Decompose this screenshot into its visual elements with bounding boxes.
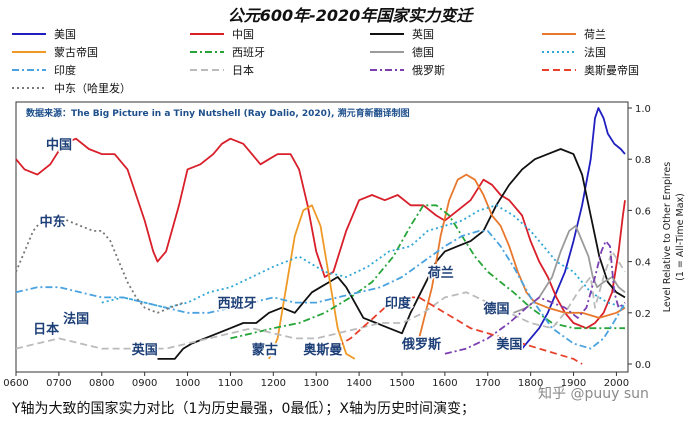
series-annotation: 法国	[63, 311, 89, 327]
x-tick-label: 0900	[132, 378, 157, 389]
series-line-中国	[15, 137, 626, 330]
legend-label: 奥斯曼帝国	[584, 63, 639, 77]
series-annotation: 印度	[385, 296, 412, 312]
y-tick-label: 0.2	[635, 309, 651, 320]
legend-label: 日本	[232, 63, 254, 77]
x-tick-label: 1600	[432, 378, 457, 389]
x-tick-label: 1500	[389, 378, 414, 389]
y-axis-label: Level Relative to Other Empires	[662, 162, 673, 312]
series-line-德国	[513, 224, 626, 314]
x-tick-label: 1100	[218, 378, 243, 389]
series-annotation: 荷兰	[427, 265, 454, 281]
x-tick-label: 2000	[604, 378, 629, 389]
footer-note: Y轴为大致的国家实力对比（1为历史最强，0最低）；X轴为历史时间演变；	[12, 401, 475, 417]
x-tick-label: 1400	[346, 378, 371, 389]
series-line-英国	[157, 148, 626, 360]
series-line-美国	[521, 107, 626, 350]
legend-label: 蒙古帝国	[54, 45, 98, 59]
series-annotation: 西班牙	[218, 296, 257, 312]
y-tick-label: 0.0	[635, 360, 651, 371]
series-line-奥斯曼帝国	[315, 296, 583, 365]
x-tick-label: 1700	[475, 378, 500, 389]
series-annotation: 蒙古	[252, 342, 278, 358]
legend-label: 中国	[232, 28, 254, 41]
x-tick-label: 0700	[46, 378, 71, 389]
series-annotation: 中国	[46, 137, 72, 153]
series-line-西班牙	[230, 204, 625, 340]
series-line-蒙古帝国	[268, 204, 356, 360]
y-tick-label: 0.4	[635, 258, 651, 269]
x-tick-label: 1800	[518, 378, 543, 389]
series-line-中东哈里发	[15, 214, 184, 314]
y-axis-label-2: (1 = All-Time Max)	[675, 193, 686, 281]
series-annotation: 奥斯曼	[303, 342, 342, 358]
x-tick-label: 1200	[261, 378, 286, 389]
watermark: 知乎 @puuy sun	[538, 386, 649, 402]
series-line-法国	[101, 204, 626, 309]
series-annotation: 英国	[131, 342, 158, 358]
series-annotation: 美国	[496, 337, 522, 353]
series-annotation: 日本	[33, 321, 59, 337]
y-tick-label: 1.0	[635, 104, 651, 115]
x-tick-label: 1300	[303, 378, 328, 389]
y-tick-label: 0.8	[635, 155, 651, 166]
legend-label: 德国	[412, 45, 434, 59]
legend-label: 美国	[54, 28, 76, 41]
legend-label: 西班牙	[232, 46, 265, 59]
source-note: 数据来源：The Big Picture in a Tiny Nutshell …	[26, 107, 410, 119]
legend-label: 印度	[54, 63, 76, 77]
series-annotation: 中东	[40, 214, 66, 230]
series-line-荷兰	[418, 173, 626, 339]
series-annotation: 俄罗斯	[401, 337, 441, 353]
series-line-印度	[15, 230, 626, 350]
x-tick-label: 0800	[89, 378, 114, 389]
legend-label: 法国	[584, 45, 606, 59]
legend-label: 荷兰	[584, 28, 606, 41]
chart-title: 公元600年-2020年国家实力变迁	[227, 6, 473, 25]
y-tick-label: 0.6	[635, 206, 651, 217]
series-line-俄罗斯	[444, 240, 626, 355]
x-tick-label: 1000	[175, 378, 200, 389]
legend-label: 中东（哈里发）	[54, 81, 131, 95]
series-annotation: 德国	[483, 301, 509, 317]
x-tick-label: 1900	[561, 378, 586, 389]
legend-label: 俄罗斯	[412, 64, 445, 77]
x-tick-label: 0600	[3, 378, 28, 389]
legend-label: 英国	[412, 27, 434, 41]
chart-plot: 数据来源：The Big Picture in a Tiny Nutshell …	[3, 101, 686, 389]
